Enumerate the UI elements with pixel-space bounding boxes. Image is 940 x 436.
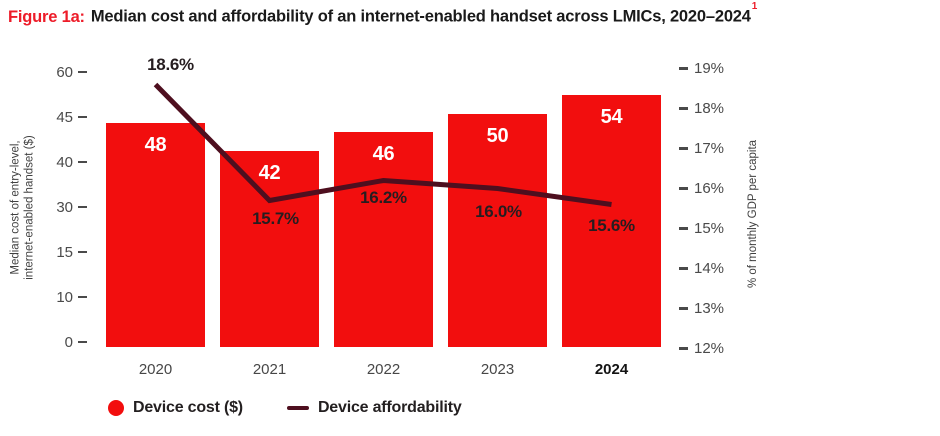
right-axis-tick: 16% [679,179,724,199]
right-axis-tick: 15% [679,219,724,239]
left-axis-tick: 15 [30,242,87,262]
affordability-value-label: 18.6% [147,54,194,74]
right-axis-tick: 14% [679,259,724,279]
left-axis-tick: 0 [30,332,87,352]
right-tick-mark-icon [679,307,688,310]
right-axis-tick-label: 14% [694,260,725,277]
right-tick-mark-icon [679,147,688,150]
right-axis-tick-label: 12% [694,340,725,357]
legend: Device cost ($) Device affordability [108,399,462,417]
device-affordability-swatch-icon [286,405,309,411]
left-axis-tick-label: 30 [56,198,73,216]
left-tick-mark-icon [78,340,87,344]
right-axis-tick-label: 19% [694,60,725,77]
left-tick-mark-icon [78,205,87,209]
bar-value-label: 48 [144,134,167,156]
bar-value-label: 42 [258,162,281,184]
right-tick-mark-icon [679,67,688,70]
right-axis-tick-label: 16% [694,180,725,197]
x-axis-label-2020: 2020 [138,361,173,378]
left-tick-mark-icon [78,250,87,254]
left-axis-tick-label: 15 [56,243,73,261]
bar-value-label: 46 [372,143,395,165]
bar-value-label: 50 [486,125,509,147]
right-tick-mark-icon [679,107,688,110]
right-axis-tick-label: 17% [694,140,725,157]
right-axis-tick: 13% [679,299,724,319]
legend-label-device-affordability: Device affordability [317,399,462,416]
legend-label-device-cost: Device cost ($) [133,399,243,416]
right-axis-title: % of monthly GDP per capita [747,139,759,289]
right-axis-tick-label: 13% [694,300,725,317]
x-axis-label-2021: 2021 [252,361,287,378]
bar-value-label: 54 [600,106,623,128]
legend-item-device-affordability: Device affordability [286,399,462,417]
affordability-value-label: 15.6% [588,215,635,235]
left-axis-tick-label: 60 [56,63,73,81]
left-axis-tick-label: 40 [56,153,73,171]
left-axis-tick: 10 [30,287,87,307]
figure-label: Figure 1a: [8,7,85,26]
left-axis-tick: 60 [30,62,87,82]
legend-item-device-cost: Device cost ($) [108,399,243,417]
left-tick-mark-icon [78,115,87,119]
x-axis-label-2022: 2022 [366,361,401,378]
right-tick-mark-icon [679,347,688,350]
figure-title-footnote-marker: 1 [751,1,758,12]
right-tick-mark-icon [679,267,688,270]
affordability-value-label: 16.2% [360,187,407,207]
bar-2021: 42 [220,151,319,347]
affordability-value-label: 15.7% [252,208,299,228]
figure-title: Figure 1a: Median cost and affordability … [8,1,757,27]
left-tick-mark-icon [78,295,87,299]
right-axis-tick: 12% [679,339,724,359]
left-axis-tick-label: 45 [56,108,73,126]
left-axis-tick: 40 [30,152,87,172]
right-axis-tick: 17% [679,139,724,159]
left-tick-mark-icon [78,160,87,164]
left-axis-tick-label: 10 [56,288,73,306]
bar-2022: 46 [334,132,433,347]
left-axis-title-line1: Median cost of entry-level, [9,140,22,275]
device-cost-swatch-icon [108,400,124,416]
bar-2020: 48 [106,123,205,347]
right-tick-mark-icon [679,227,688,230]
right-axis-tick-label: 15% [694,220,725,237]
right-axis-tick: 19% [679,59,724,79]
left-tick-mark-icon [78,70,87,74]
affordability-value-label: 16.0% [475,201,522,221]
bar-2023: 50 [448,114,547,347]
x-axis-label-2023: 2023 [480,361,515,378]
left-axis-tick: 30 [30,197,87,217]
left-axis-tick: 45 [30,107,87,127]
right-axis-tick: 18% [679,99,724,119]
right-tick-mark-icon [679,187,688,190]
right-axis-tick-label: 18% [694,100,725,117]
x-axis-label-2024: 2024 [594,361,629,378]
figure-title-text: Median cost and affordability of an inte… [90,7,751,26]
left-axis-tick-label: 0 [64,333,73,351]
